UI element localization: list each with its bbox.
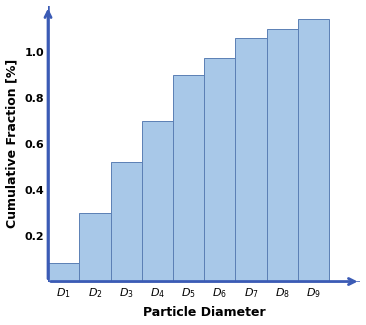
Bar bbox=[173, 74, 204, 281]
Y-axis label: Cumulative Fraction [%]: Cumulative Fraction [%] bbox=[5, 59, 19, 228]
Bar bbox=[204, 58, 235, 281]
Bar bbox=[267, 29, 298, 281]
Bar bbox=[298, 20, 329, 281]
Bar bbox=[142, 121, 173, 281]
Bar bbox=[111, 162, 142, 281]
Bar bbox=[79, 213, 111, 281]
X-axis label: Particle Diameter: Particle Diameter bbox=[143, 306, 266, 319]
Bar bbox=[235, 38, 267, 281]
Bar bbox=[48, 263, 79, 281]
